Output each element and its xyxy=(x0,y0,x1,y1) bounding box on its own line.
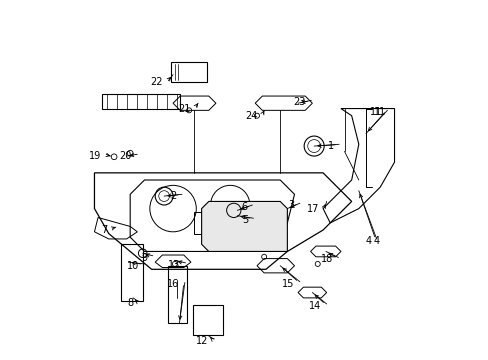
Text: 13: 13 xyxy=(167,260,180,270)
Text: 11: 11 xyxy=(373,107,385,117)
Text: 23: 23 xyxy=(293,97,305,107)
Text: 18: 18 xyxy=(320,254,332,264)
Text: 14: 14 xyxy=(308,301,321,311)
Text: 24: 24 xyxy=(245,111,258,121)
Text: 16: 16 xyxy=(167,279,179,289)
Text: 19: 19 xyxy=(88,151,101,161)
Text: 2: 2 xyxy=(170,191,176,201)
Text: 4: 4 xyxy=(365,236,370,246)
Text: 7: 7 xyxy=(101,225,107,235)
Text: 15: 15 xyxy=(282,279,294,289)
Text: 11: 11 xyxy=(369,107,381,117)
Text: 4: 4 xyxy=(373,236,379,246)
Text: 20: 20 xyxy=(120,151,132,161)
Text: 3: 3 xyxy=(288,200,294,210)
Text: 22: 22 xyxy=(150,77,163,87)
Text: 10: 10 xyxy=(126,261,139,271)
Text: 12: 12 xyxy=(195,336,207,346)
Text: 1: 1 xyxy=(327,141,333,151)
Text: 8: 8 xyxy=(127,298,133,308)
Text: 5: 5 xyxy=(242,215,247,225)
Text: 6: 6 xyxy=(241,202,246,212)
Text: 17: 17 xyxy=(306,204,319,214)
Text: 9: 9 xyxy=(141,252,147,262)
Polygon shape xyxy=(201,202,287,251)
Text: 21: 21 xyxy=(178,104,190,113)
